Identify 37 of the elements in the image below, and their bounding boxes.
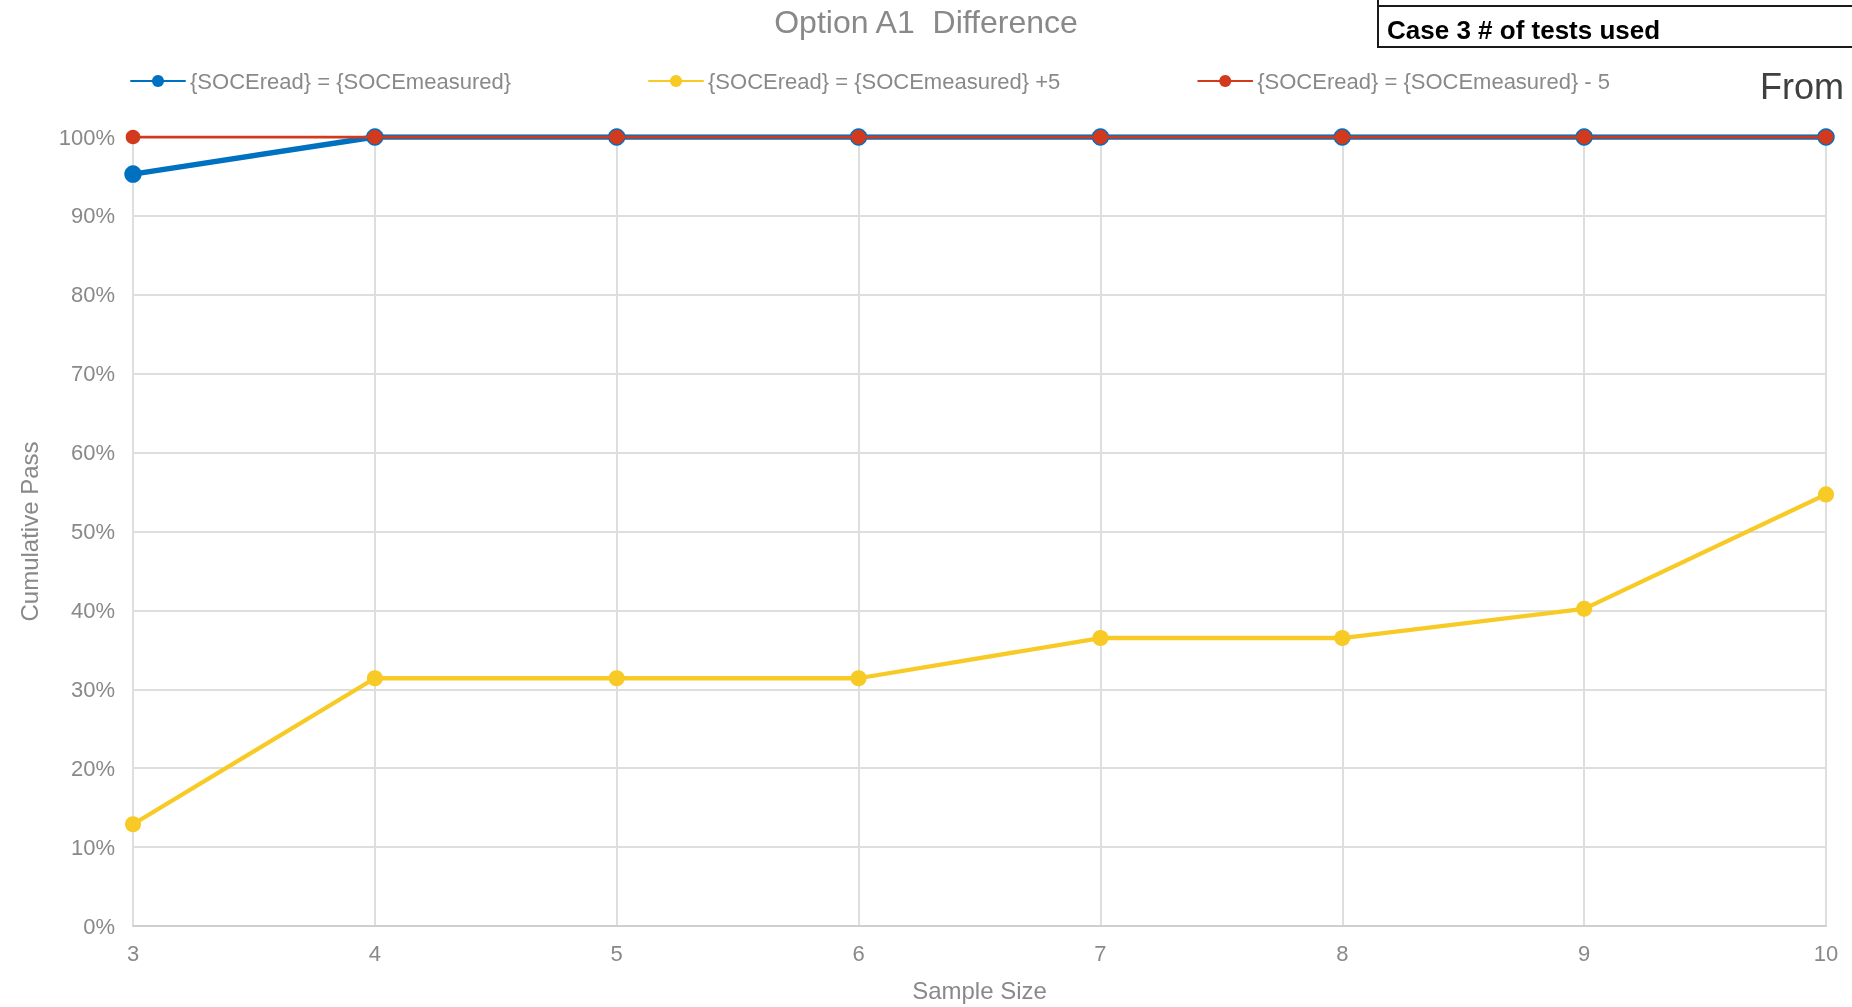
y-tick-label: 0%: [83, 913, 115, 939]
x-tick-label: 8: [1336, 940, 1349, 966]
x-tick-label: 7: [1094, 940, 1107, 966]
legend-label: {SOCEread} = {SOCEmeasured} - 5: [1257, 68, 1611, 94]
x-tick-label: 10: [1813, 940, 1839, 966]
legend-label: {SOCEread} = {SOCEmeasured}: [190, 68, 512, 94]
point: [124, 816, 142, 833]
point: [366, 670, 383, 687]
x-tick-label: 6: [852, 940, 865, 966]
point: [124, 165, 142, 183]
text: Case 3 # of tests used: [1387, 14, 1661, 46]
text: From: [1760, 66, 1844, 108]
y-tick-label: 30%: [70, 676, 115, 702]
y-tick-label: 100%: [58, 124, 115, 150]
y-axis-title: Cumulative Pass: [15, 441, 43, 622]
x-tick-label: 3: [126, 940, 140, 966]
chart-title: Option A1 Difference: [774, 4, 1078, 40]
x-tick-label: 4: [368, 940, 381, 966]
point: [1576, 600, 1593, 617]
y-tick-label: 50%: [70, 519, 115, 544]
point: [1817, 486, 1835, 503]
point: [1334, 629, 1351, 647]
y-tick-label: 80%: [70, 282, 115, 308]
y-tick-label: 20%: [70, 755, 115, 781]
x-tick-label: 9: [1578, 940, 1591, 966]
y-tick-label: 90%: [70, 203, 115, 229]
point: [850, 670, 867, 687]
y-tick-label: 10%: [70, 834, 115, 860]
x-axis-title: Sample Size: [912, 976, 1047, 1004]
x-tick-label: 5: [610, 940, 623, 966]
point: [1092, 629, 1109, 647]
legend-label: {SOCEread} = {SOCEmeasured} +5: [708, 68, 1061, 94]
y-tick-label: 60%: [70, 440, 115, 466]
point: [125, 129, 141, 145]
y-tick-label: 70%: [70, 361, 115, 387]
point: [608, 670, 625, 687]
y-tick-label: 40%: [70, 597, 115, 623]
